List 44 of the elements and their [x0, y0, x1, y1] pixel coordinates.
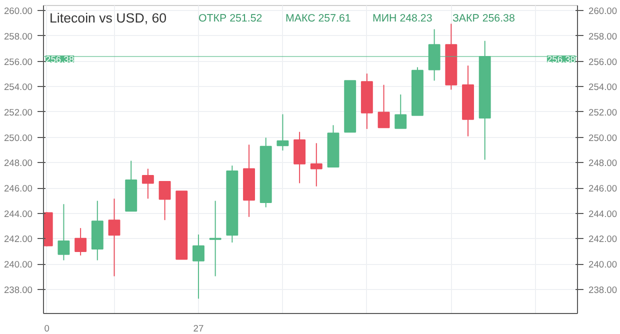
annotation: МИН 248.23	[372, 12, 432, 24]
candlestick	[192, 234, 204, 300]
candlestick	[158, 181, 171, 221]
text: 240.00	[588, 260, 618, 270]
annotation: ЗАКР 256.38	[452, 12, 515, 24]
candlestick	[394, 94, 407, 129]
y-tick-label: 256.00	[4, 56, 32, 67]
text: 242.00	[588, 234, 618, 244]
text: 254.00	[588, 82, 618, 92]
text: 258.00	[588, 31, 618, 42]
y-tick-label: 248.00	[4, 158, 32, 168]
x-tick-label: 27	[193, 324, 204, 334]
y-tick-label: 246.00	[4, 184, 32, 194]
text: 248.00	[588, 158, 618, 168]
annotation: ОТКР 251.52	[198, 12, 262, 24]
y-tick-label: 254.00	[4, 82, 32, 92]
chart-title: Litecoin vs USD, 60	[50, 10, 167, 26]
ref-line-label: 256.38	[546, 54, 576, 64]
candlestick	[74, 228, 87, 256]
y-tick-label: 252.00	[4, 107, 32, 118]
text: 256.38	[46, 54, 74, 64]
annotation: МАКС 257.61	[286, 12, 351, 24]
y-tick-label: 238.00	[4, 284, 32, 295]
candlestick	[108, 198, 120, 277]
y-tick-label: 242.00	[4, 234, 32, 244]
text: 244.00	[588, 208, 618, 219]
y-tick-label: 240.00	[4, 260, 32, 270]
candlestick	[58, 204, 70, 261]
candlestick	[378, 84, 390, 128]
candlestick	[209, 200, 222, 277]
x-tick-label: 0	[44, 324, 50, 334]
text: 252.00	[588, 107, 618, 118]
text: 238.00	[588, 284, 618, 295]
y-tick-label: 258.00	[4, 31, 32, 42]
y-tick-label: 250.00	[4, 132, 32, 143]
text: 246.00	[588, 184, 618, 194]
text: 250.00	[588, 132, 618, 143]
text: 260.00	[588, 6, 618, 16]
y-tick-label: 244.00	[4, 208, 32, 219]
y-tick-label: 260.00	[4, 6, 32, 16]
candlestick	[276, 114, 289, 151]
candlestick	[142, 168, 154, 200]
text: 256.00	[588, 56, 618, 67]
candlestick	[310, 142, 322, 187]
